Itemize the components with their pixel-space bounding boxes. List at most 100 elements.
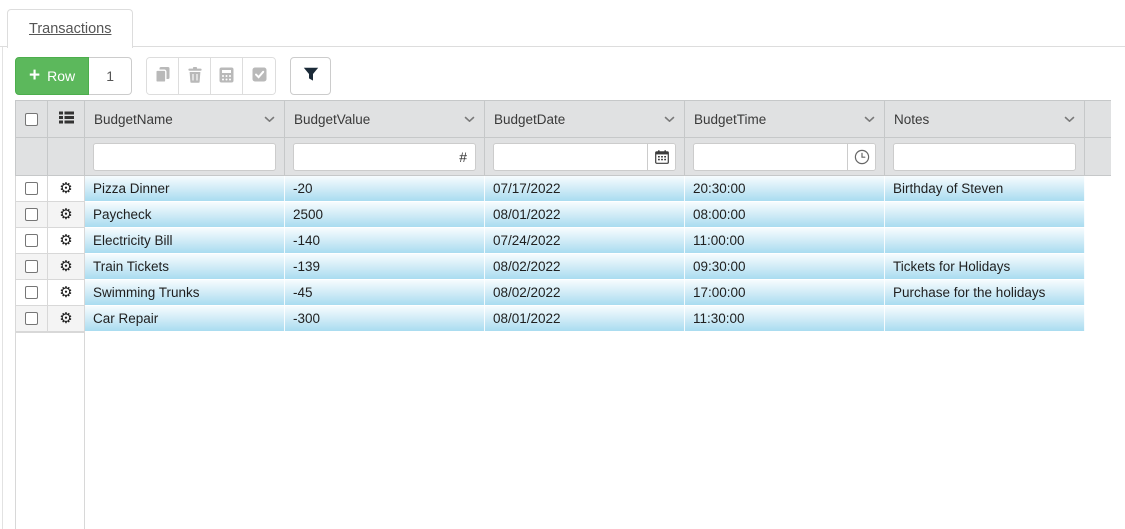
- table-row: ⚙ Electricity Bill -140 07/24/2022 11:00:00: [15, 228, 1111, 254]
- cell-budgetdate[interactable]: 08/02/2022: [485, 254, 685, 280]
- row-settings-cell: ⚙: [48, 306, 85, 332]
- filter-spacer-cell: [48, 138, 85, 176]
- chevron-down-icon[interactable]: [264, 116, 275, 123]
- filter-inputgroup-budgetvalue: #: [293, 142, 476, 171]
- cell-notes[interactable]: [885, 228, 1085, 254]
- cell-budgettime[interactable]: 17:00:00: [685, 280, 885, 306]
- filter-input-budgetvalue[interactable]: [294, 144, 452, 169]
- add-row-button[interactable]: + Row: [15, 57, 90, 95]
- calculator-button[interactable]: [211, 58, 244, 94]
- list-icon: [58, 111, 74, 127]
- cell-budgetdate[interactable]: 08/01/2022: [485, 202, 685, 228]
- gear-icon[interactable]: ⚙: [59, 258, 73, 275]
- filter-cell-budgetname: [85, 138, 285, 176]
- cell-budgetname[interactable]: Car Repair: [85, 306, 285, 332]
- tab-transactions[interactable]: Transactions: [7, 9, 134, 48]
- chevron-down-icon[interactable]: [664, 116, 675, 123]
- column-header-budgetname[interactable]: BudgetName: [85, 100, 285, 138]
- row-checkbox[interactable]: [25, 208, 38, 221]
- chevron-down-icon[interactable]: [864, 116, 875, 123]
- cell-budgetname[interactable]: Swimming Trunks: [85, 280, 285, 306]
- cell-budgetdate[interactable]: 07/24/2022: [485, 228, 685, 254]
- filter-cell-budgetvalue: #: [285, 138, 485, 176]
- row-checkbox[interactable]: [25, 234, 38, 247]
- filter-input-notes[interactable]: [894, 144, 1075, 169]
- column-header-budgetdate[interactable]: BudgetDate: [485, 100, 685, 138]
- filter-cell-budgetdate: [485, 138, 685, 176]
- checkbox-checked-button[interactable]: [243, 58, 276, 94]
- cell-budgetname[interactable]: Electricity Bill: [85, 228, 285, 254]
- column-header-label: BudgetValue: [294, 111, 371, 127]
- select-all-checkbox[interactable]: [25, 112, 38, 126]
- row-checkbox[interactable]: [25, 260, 38, 273]
- cell-budgettime[interactable]: 20:30:00: [685, 176, 885, 202]
- column-header-budgetvalue[interactable]: BudgetValue: [285, 100, 485, 138]
- column-header-label: Notes: [894, 111, 930, 127]
- column-header-budgettime[interactable]: BudgetTime: [685, 100, 885, 138]
- cell-budgettime[interactable]: 09:30:00: [685, 254, 885, 280]
- row-checkbox[interactable]: [25, 286, 38, 299]
- cell-budgetdate[interactable]: 08/02/2022: [485, 280, 685, 306]
- cell-budgetvalue[interactable]: -20: [285, 176, 485, 202]
- row-settings-cell: ⚙: [48, 202, 85, 228]
- chevron-down-icon[interactable]: [1064, 116, 1075, 123]
- row-select-cell: [15, 306, 48, 332]
- grid-body: ⚙ Pizza Dinner -20 07/17/2022 20:30:00 Birthd…: [15, 176, 1111, 332]
- filter-inputgroup-notes: [893, 142, 1076, 171]
- cell-budgetdate[interactable]: 07/17/2022: [485, 176, 685, 202]
- cell-budgettime[interactable]: 11:30:00: [685, 306, 885, 332]
- cell-notes[interactable]: [885, 202, 1085, 228]
- cell-budgetvalue[interactable]: -139: [285, 254, 485, 280]
- filter-input-budgetname[interactable]: [94, 144, 275, 169]
- trash-icon: [188, 66, 202, 86]
- cell-budgetvalue[interactable]: 2500: [285, 202, 485, 228]
- row-select-cell: [15, 280, 48, 306]
- filter-cell-budgettime: [685, 138, 885, 176]
- row-settings-cell: ⚙: [48, 254, 85, 280]
- gear-icon[interactable]: ⚙: [59, 180, 73, 197]
- filter-cell-notes: [885, 138, 1085, 176]
- row-header-extension: [15, 332, 85, 529]
- row-select-cell: [15, 254, 48, 280]
- filter-button[interactable]: [290, 57, 332, 95]
- cell-budgettime[interactable]: 11:00:00: [685, 228, 885, 254]
- cell-notes[interactable]: Tickets for Holidays: [885, 254, 1085, 280]
- cell-budgetname[interactable]: Pizza Dinner: [85, 176, 285, 202]
- filter-filler-cell: [1085, 138, 1111, 176]
- column-header-notes[interactable]: Notes: [885, 100, 1085, 138]
- cell-budgetdate[interactable]: 08/01/2022: [485, 306, 685, 332]
- cell-budgetvalue[interactable]: -140: [285, 228, 485, 254]
- clock-icon[interactable]: [847, 143, 875, 170]
- chevron-down-icon[interactable]: [464, 116, 475, 123]
- gear-icon[interactable]: ⚙: [59, 232, 73, 249]
- copy-button[interactable]: [147, 58, 180, 94]
- filter-inputgroup-budgetdate: [493, 142, 676, 171]
- cell-budgetname[interactable]: Paycheck: [85, 202, 285, 228]
- filter-input-budgetdate[interactable]: [494, 144, 647, 169]
- trash-button[interactable]: [179, 58, 212, 94]
- row-settings-cell: ⚙: [48, 176, 85, 202]
- plus-icon: +: [29, 64, 41, 86]
- gear-icon[interactable]: ⚙: [59, 284, 73, 301]
- filter-input-budgettime[interactable]: [694, 144, 847, 169]
- grid-filter-row: #: [15, 138, 1111, 176]
- add-row-label: Row: [47, 68, 76, 84]
- gear-icon[interactable]: ⚙: [59, 206, 73, 223]
- row-count-input[interactable]: [89, 57, 133, 95]
- cell-budgetvalue[interactable]: -300: [285, 306, 485, 332]
- cell-budgetname[interactable]: Train Tickets: [85, 254, 285, 280]
- cell-notes[interactable]: Birthday of Steven: [885, 176, 1085, 202]
- cell-notes[interactable]: Purchase for the holidays: [885, 280, 1085, 306]
- cell-notes[interactable]: [885, 306, 1085, 332]
- row-checkbox[interactable]: [25, 182, 38, 195]
- cell-budgetvalue[interactable]: -45: [285, 280, 485, 306]
- row-settings-cell: ⚙: [48, 228, 85, 254]
- gear-icon[interactable]: ⚙: [59, 310, 73, 327]
- row-select-cell: [15, 176, 48, 202]
- toolbar: + Row: [15, 57, 332, 95]
- number-filter-symbol: #: [459, 148, 467, 165]
- row-checkbox[interactable]: [25, 312, 38, 325]
- calendar-icon[interactable]: [647, 143, 675, 170]
- cell-budgettime[interactable]: 08:00:00: [685, 202, 885, 228]
